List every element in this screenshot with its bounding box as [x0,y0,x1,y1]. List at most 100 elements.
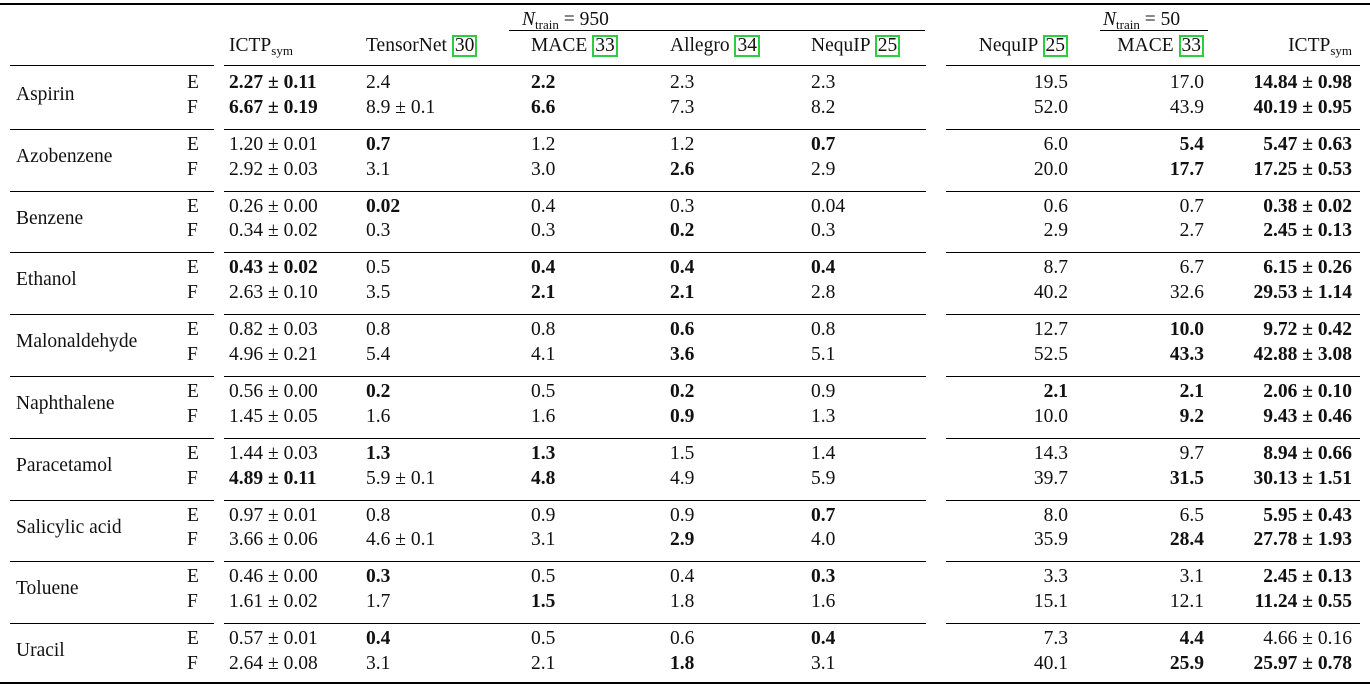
table-cell: 2.63 ± 0.10 [229,282,318,304]
molecule-name: Uracil [16,640,65,662]
column-header-subscript: sym [1330,43,1352,58]
group-separator [224,128,926,130]
table-cell: 17.0 [1169,72,1204,93]
table-cell: 0.2 [670,220,695,242]
table-cell: 5.9 [811,467,836,489]
citation-link[interactable]: 25 [874,35,901,57]
table-cell: 2.2 [531,72,556,93]
table-cell: 1.2 [670,133,695,155]
table-cell: 1.8 [670,591,695,613]
table-cell: 2.64 ± 0.08 [229,652,318,674]
table-cell: 8.94 ± 0.66 [1263,442,1352,464]
table-cell: 17.25 ± 0.53 [1253,158,1352,180]
table-cell: 0.6 [670,319,695,341]
table-cell: 3.1 [531,529,556,551]
table-cell: 0.9 [811,381,836,402]
table-cell: 27.78 ± 1.93 [1253,529,1352,551]
table-cell: 5.4 [1179,133,1204,155]
group-separator [10,252,214,254]
group-separator [10,314,214,316]
table-cell: 3.5 [366,282,391,304]
table-cell: 1.5 [531,591,556,613]
row-label: F [187,529,198,551]
table-cell: 3.3 [1043,566,1068,588]
table-cell: 20.0 [1033,158,1068,180]
table-cell: 40.2 [1033,282,1068,304]
column-header-name: MACE [531,35,593,56]
citation-link[interactable]: 33 [592,35,618,57]
table-cell: 0.97 ± 0.01 [229,504,318,526]
table-cell: 0.6 [670,628,695,650]
table-cell: 4.0 [811,529,836,551]
table-cell: 2.7 [1179,220,1204,242]
row-label: E [187,628,199,650]
table-cell: 9.72 ± 0.42 [1263,319,1352,341]
table-cell: 0.7 [366,133,391,155]
citation-link[interactable]: 33 [1178,35,1204,57]
row-label: E [187,319,199,341]
table-cell: 7.3 [670,96,695,118]
column-header-subscript: sym [271,43,293,58]
table-cell: 2.8 [811,282,836,304]
table-cell: 0.56 ± 0.00 [229,381,318,402]
citation-link[interactable]: 25 [1042,35,1068,57]
table-cell: 52.5 [1033,343,1068,365]
table-cell: 2.27 ± 0.11 [229,72,317,93]
column-header-name: ICTP [1288,35,1331,56]
table-cell: 0.9 [531,504,556,526]
table-cell: 6.5 [1179,504,1204,526]
top-rule [0,3,1370,5]
citation-link[interactable]: 30 [451,35,478,57]
table-cell: 2.9 [1043,220,1068,242]
table-cell: 0.3 [811,566,836,588]
table-cell: 2.6 [670,158,695,180]
column-header: TensorNet 30 [366,34,478,58]
table-cell: 12.1 [1169,591,1204,613]
group-separator [10,561,214,563]
group-separator [10,623,214,625]
column-header-name: Allegro [670,35,735,56]
table-cell: 0.57 ± 0.01 [229,628,318,650]
table-cell: 0.8 [531,319,556,341]
table-cell: 43.9 [1169,96,1204,118]
table-cell: 0.2 [670,381,695,402]
table-cell: 9.43 ± 0.46 [1263,405,1352,427]
table-cell: 2.45 ± 0.13 [1263,566,1352,588]
row-label: E [187,133,199,155]
table-cell: 0.2 [366,381,391,402]
table-cell: 8.9 ± 0.1 [366,96,436,118]
table-cell: 0.3 [366,566,391,588]
table-cell: 3.66 ± 0.06 [229,529,318,551]
table-cell: 31.5 [1169,467,1204,489]
row-label: E [187,257,199,279]
table-cell: 0.5 [531,381,556,402]
table-cell: 2.9 [811,158,836,180]
table-cell: 2.4 [366,72,391,93]
table-cell: 1.3 [811,405,836,427]
table-cell: 4.4 [1179,628,1204,650]
table-cell: 1.20 ± 0.01 [229,133,318,155]
molecule-name: Paracetamol [16,454,113,476]
table-cell: 40.19 ± 0.95 [1253,96,1352,118]
group-rule-950 [509,30,925,31]
header-rule-50 [946,65,1360,66]
table-cell: 0.04 [811,195,846,217]
table-cell: 0.8 [811,319,836,341]
citation-link[interactable]: 34 [734,35,760,57]
molecule-name: Azobenzene [16,145,113,167]
group-separator [224,376,926,377]
group-separator [10,128,214,130]
molecule-name: Aspirin [16,84,75,105]
table-cell: 0.46 ± 0.00 [229,566,318,588]
row-label: F [187,220,198,242]
column-header: ICTPsym [229,34,293,63]
table-cell: 1.45 ± 0.05 [229,405,318,427]
table-cell: 0.4 [811,257,836,279]
table-cell: 0.4 [531,257,556,279]
table-cell: 2.1 [1043,381,1068,402]
table-cell: 0.3 [531,220,556,242]
table-cell: 1.44 ± 0.03 [229,442,318,464]
table-cell: 43.3 [1169,343,1204,365]
table-cell: 15.1 [1033,591,1068,613]
header-rule-950 [224,65,926,66]
